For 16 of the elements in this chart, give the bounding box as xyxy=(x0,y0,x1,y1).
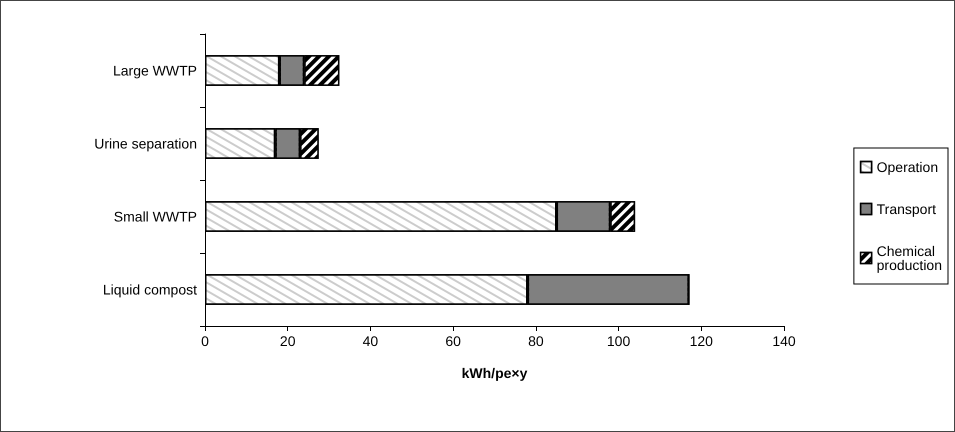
x-tick-label: 120 xyxy=(690,333,714,349)
x-tick-label: 20 xyxy=(280,333,296,349)
x-tick-label: 60 xyxy=(445,333,462,349)
legend-label: Chemical production xyxy=(876,243,942,273)
y-tick-label: Small WWTP xyxy=(114,208,197,224)
y-tick-label: Urine separation xyxy=(94,136,197,152)
x-axis-title: kWh/pe×y xyxy=(462,365,528,381)
x-tick-label: 100 xyxy=(606,333,630,349)
legend-label: Operation xyxy=(876,159,938,175)
legend-label: Transport xyxy=(876,201,936,217)
y-tick-label: Large WWTP xyxy=(112,62,197,78)
y-tick-label: Liquid compost xyxy=(102,282,198,298)
x-tick-label: 80 xyxy=(528,333,544,349)
x-tick-label: 140 xyxy=(772,333,796,349)
x-tick-label: 40 xyxy=(362,333,378,349)
x-tick-label: 0 xyxy=(201,333,210,349)
